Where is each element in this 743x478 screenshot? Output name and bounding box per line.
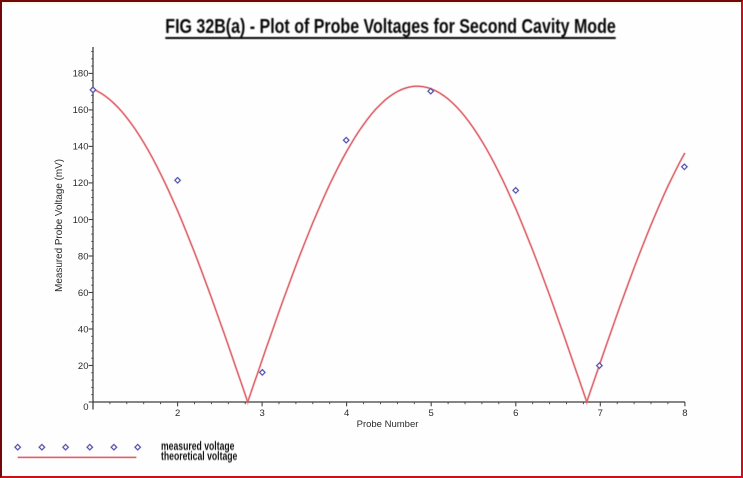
svg-text:80: 80 — [78, 251, 89, 262]
svg-text:Measured Probe Voltage (mV): Measured Probe Voltage (mV) — [54, 159, 65, 292]
svg-text:140: 140 — [73, 142, 89, 153]
svg-text:Probe Number: Probe Number — [357, 419, 419, 430]
svg-text:60: 60 — [78, 288, 89, 299]
svg-text:160: 160 — [73, 105, 89, 116]
svg-text:0: 0 — [83, 402, 88, 413]
svg-text:180: 180 — [73, 69, 89, 80]
svg-text:6: 6 — [513, 408, 518, 419]
svg-text:100: 100 — [73, 215, 89, 226]
svg-text:7: 7 — [598, 408, 603, 419]
svg-text:4: 4 — [344, 408, 349, 419]
svg-text:2: 2 — [175, 408, 180, 419]
svg-text:20: 20 — [78, 361, 89, 372]
svg-text:5: 5 — [429, 408, 434, 419]
svg-text:8: 8 — [682, 408, 687, 419]
svg-text:3: 3 — [259, 408, 264, 419]
svg-text:120: 120 — [73, 178, 89, 189]
svg-text:40: 40 — [78, 324, 89, 335]
